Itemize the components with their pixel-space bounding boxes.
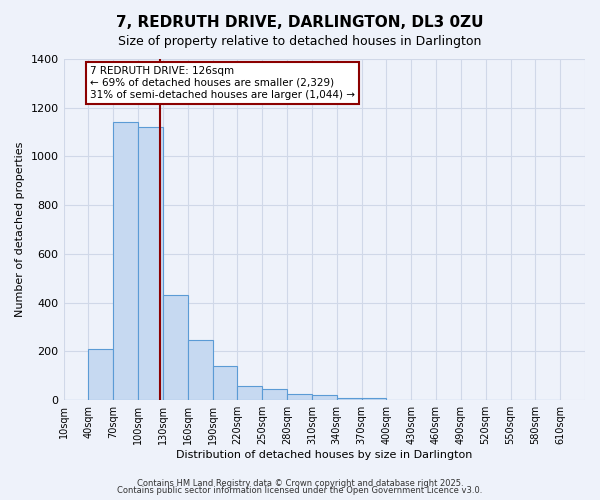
Text: Size of property relative to detached houses in Darlington: Size of property relative to detached ho…: [118, 35, 482, 48]
Bar: [163, 296, 188, 400]
Bar: [362, 398, 386, 400]
Bar: [188, 340, 212, 400]
X-axis label: Distribution of detached houses by size in Darlington: Distribution of detached houses by size …: [176, 450, 472, 460]
Bar: [238, 386, 262, 400]
Text: 7 REDRUTH DRIVE: 126sqm
← 69% of detached houses are smaller (2,329)
31% of semi: 7 REDRUTH DRIVE: 126sqm ← 69% of detache…: [90, 66, 355, 100]
Text: 7, REDRUTH DRIVE, DARLINGTON, DL3 0ZU: 7, REDRUTH DRIVE, DARLINGTON, DL3 0ZU: [116, 15, 484, 30]
Bar: [113, 122, 138, 400]
Bar: [138, 127, 163, 400]
Text: Contains public sector information licensed under the Open Government Licence v3: Contains public sector information licen…: [118, 486, 482, 495]
Bar: [287, 394, 312, 400]
Bar: [88, 349, 113, 400]
Bar: [262, 389, 287, 400]
Text: Contains HM Land Registry data © Crown copyright and database right 2025.: Contains HM Land Registry data © Crown c…: [137, 478, 463, 488]
Y-axis label: Number of detached properties: Number of detached properties: [15, 142, 25, 318]
Bar: [212, 366, 238, 400]
Bar: [337, 398, 362, 400]
Bar: [312, 396, 337, 400]
